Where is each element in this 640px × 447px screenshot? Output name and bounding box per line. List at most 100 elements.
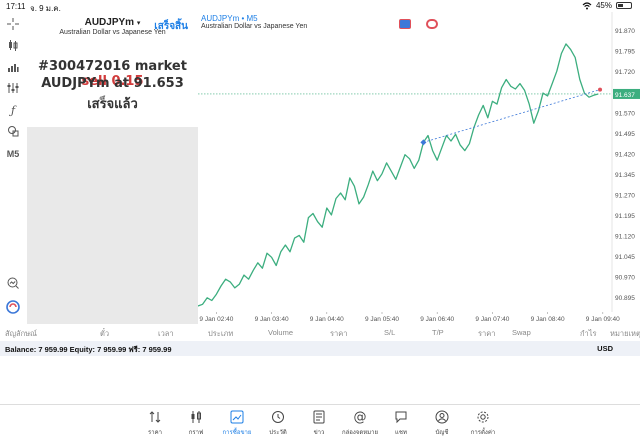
y-tick-label: 91.570 <box>615 110 635 117</box>
news-icon <box>299 409 339 425</box>
result-symbol: AUDJPYm at <box>41 76 130 91</box>
symbol-selector[interactable]: AUDJPYm ▾ <box>27 17 198 28</box>
timeframe-button[interactable]: M5 <box>6 149 20 159</box>
y-tick-label: 90.970 <box>615 274 635 281</box>
y-tick-label: 91.120 <box>615 233 635 240</box>
tab-chat[interactable]: แชท <box>381 409 421 437</box>
drawing-toolbar: ƒ M5 <box>0 12 26 324</box>
y-tick-label: 91.495 <box>615 131 635 138</box>
order-panel: AUDJPYm ▾ Australian Dollar vs Japanese … <box>27 12 198 324</box>
arrows-updown-icon <box>135 409 175 425</box>
chevron-down-icon: ▾ <box>136 20 141 27</box>
col-ticket: ตั๋ว <box>100 329 110 338</box>
x-tick-label: 9 Jan 03:40 <box>255 316 289 323</box>
current-price-label: 91.637 <box>615 92 635 99</box>
bottom-tab-bar: ราคา กราฟ การซื้อขาย ประวัติ ข่าว @ กล่อ… <box>0 404 640 447</box>
col-price: ราคา <box>330 329 348 338</box>
trade-connection-line <box>423 89 601 143</box>
chat-icon <box>381 409 421 425</box>
result-line-1: #300472016 market sell 0.15 <box>27 59 198 89</box>
y-tick-label: 91.720 <box>615 69 635 76</box>
tab-history[interactable]: ประวัติ <box>258 409 298 437</box>
price-chart[interactable]: AUDJPYm • M5 Australian Dollar vs Japane… <box>198 12 640 324</box>
bar-chart-icon[interactable] <box>4 58 22 76</box>
crosshair-icon[interactable] <box>4 15 22 33</box>
entry-marker <box>420 139 427 146</box>
tab-settings[interactable]: การตั้งค่า <box>463 409 503 437</box>
balance-currency: USD <box>597 344 613 353</box>
price-series-line <box>198 43 599 307</box>
y-tick-label: 90.895 <box>615 295 635 302</box>
x-tick-label: 9 Jan 06:40 <box>420 316 454 323</box>
one-click-trading-icon[interactable] <box>399 19 411 29</box>
col-comment: หมายเหตุ <box>610 329 640 338</box>
status-time: 17:11 <box>6 2 26 11</box>
col-time: เวลา <box>158 329 174 338</box>
y-tick-label: 91.420 <box>615 151 635 158</box>
x-tick-label: 9 Jan 07:40 <box>475 316 509 323</box>
history-icon <box>258 409 298 425</box>
col-sl: S/L <box>384 328 396 337</box>
status-bar: 17:11 จ. 9 ม.ค. 45% <box>0 0 640 13</box>
sync-icon[interactable] <box>4 298 22 316</box>
indicators-icon[interactable] <box>4 79 22 97</box>
order-result: AUDJPYm ▾ Australian Dollar vs Japanese … <box>27 12 198 127</box>
x-tick-label: 9 Jan 05:40 <box>365 316 399 323</box>
result-status: เสร็จแล้ว <box>87 97 138 112</box>
col-volume: Volume <box>268 328 294 337</box>
balance-text: Balance: 7 959.99 Equity: 7 959.99 ฟรี: … <box>5 345 172 354</box>
tab-trade[interactable]: การซื้อขาย <box>217 409 257 437</box>
tab-history-label: ประวัติ <box>269 429 287 436</box>
gear-icon <box>463 409 503 425</box>
tab-quotes[interactable]: ราคา <box>135 409 175 437</box>
tab-account-label: บัญชี <box>435 429 449 436</box>
balance-bar: Balance: 7 959.99 Equity: 7 959.99 ฟรี: … <box>0 341 640 356</box>
current-price-box <box>613 88 640 99</box>
trade-chart-icon <box>217 409 257 425</box>
tab-chat-label: แชท <box>395 429 407 436</box>
col-symbol: สัญลักษณ์ <box>5 329 38 338</box>
y-tick-label: 91.870 <box>615 28 635 35</box>
panel-empty-area <box>27 127 198 324</box>
at-icon: @ <box>353 409 367 425</box>
zoom-icon[interactable] <box>4 274 22 292</box>
tab-charts[interactable]: กราฟ <box>176 409 216 437</box>
tab-charts-label: กราฟ <box>188 429 204 436</box>
x-tick-label: 9 Jan 08:40 <box>531 316 565 323</box>
trade-columns: สัญลักษณ์ ตั๋ว เวลา ประเภท Volume ราคา S… <box>0 325 640 339</box>
tab-settings-label: การตั้งค่า <box>470 429 496 436</box>
tab-mailbox-label: กล่องจดหมาย <box>341 429 379 436</box>
col-type: ประเภท <box>208 329 234 338</box>
col-current-price: ราคา <box>478 329 496 338</box>
account-icon <box>422 409 462 425</box>
chart-type-icon[interactable] <box>4 36 22 54</box>
chart-plot: 91.87091.79591.72091.64591.57091.49591.4… <box>198 12 640 323</box>
tab-mailbox[interactable]: @ กล่องจดหมาย <box>340 409 380 437</box>
symbol-name: AUDJPYm <box>84 17 135 28</box>
function-icon[interactable]: ƒ <box>10 103 16 117</box>
x-tick-label: 9 Jan 04:40 <box>310 316 344 323</box>
y-tick-label: 91.195 <box>615 213 635 220</box>
tab-trade-label: การซื้อขาย <box>222 429 252 436</box>
symbol-description: Australian Dollar vs Japanese Yen <box>59 29 166 36</box>
chart-title: AUDJPYm • M5 <box>201 14 258 23</box>
tab-account[interactable]: บัญชี <box>422 409 462 437</box>
y-tick-label: 91.795 <box>615 49 635 56</box>
done-button[interactable]: เสร็จสิ้น <box>154 21 188 32</box>
battery-icon <box>616 2 632 9</box>
result-action: sell 0.15 <box>81 74 144 89</box>
candles-icon <box>176 409 216 425</box>
battery-fill <box>618 4 624 7</box>
tab-quotes-label: ราคา <box>148 429 162 436</box>
result-ticket: #300472016 market <box>38 59 187 74</box>
y-tick-label: 91.270 <box>615 192 635 199</box>
col-profit: กำไร <box>580 329 597 338</box>
sell-marker <box>598 87 603 92</box>
x-tick-label: 9 Jan 09:40 <box>586 316 620 323</box>
tab-news[interactable]: ข่าว <box>299 409 339 437</box>
trade-levels-icon[interactable] <box>426 19 438 29</box>
wifi-icon <box>582 1 592 9</box>
shapes-icon[interactable] <box>4 122 22 140</box>
y-tick-label: 91.345 <box>615 172 635 179</box>
col-tp: T/P <box>432 328 444 337</box>
